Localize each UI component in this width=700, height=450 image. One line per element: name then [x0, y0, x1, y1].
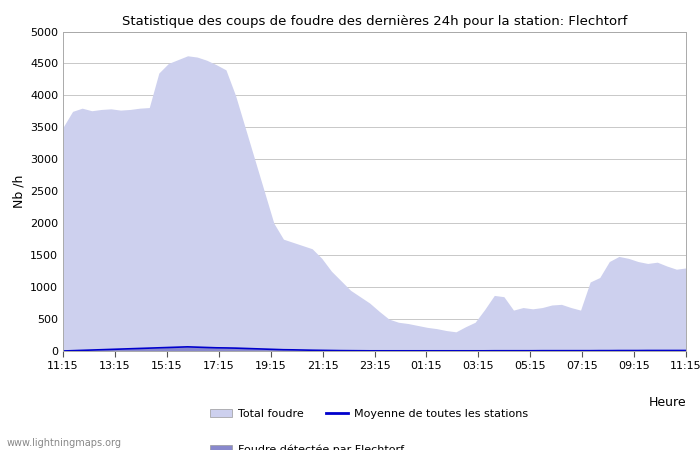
Y-axis label: Nb /h: Nb /h: [13, 175, 26, 208]
Legend: Foudre détectée par Flechtorf: Foudre détectée par Flechtorf: [206, 440, 408, 450]
Text: Heure: Heure: [648, 396, 686, 409]
Text: www.lightningmaps.org: www.lightningmaps.org: [7, 438, 122, 448]
Title: Statistique des coups de foudre des dernières 24h pour la station: Flechtorf: Statistique des coups de foudre des dern…: [122, 14, 627, 27]
